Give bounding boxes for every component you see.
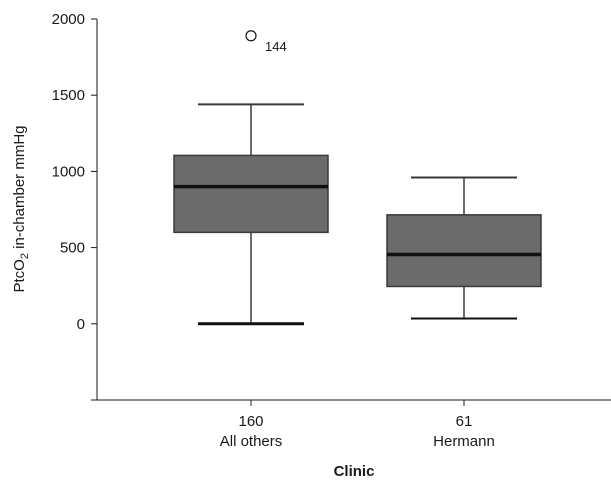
y-tick-label: 0 (77, 316, 85, 333)
y-axis-title-rest: in-chamber mmHg (11, 126, 28, 254)
x-tick-label: All others (220, 433, 283, 450)
y-ticks: 0 500 1000 1500 2000 (52, 11, 97, 401)
x-tick-label: Hermann (433, 433, 495, 450)
boxes: 144 (173, 30, 542, 326)
y-axis-title: PtcO2 in-chamber mmHg (11, 126, 31, 293)
box-iqr (173, 154, 329, 234)
x-tick-count: 160 (238, 413, 263, 430)
y-tick-label: 1000 (52, 163, 85, 180)
y-axis-title-subscript: 2 (19, 253, 31, 259)
y-tick-label: 1500 (52, 87, 85, 104)
x-ticks: 160 All others 61 Hermann (220, 400, 495, 450)
outlier-point (245, 30, 257, 42)
y-axis-title-main: PtcO (11, 259, 28, 292)
axes (96, 19, 611, 401)
x-tick-count: 61 (456, 413, 473, 430)
x-axis-title: Clinic (334, 463, 375, 480)
y-tick-label: 2000 (52, 11, 85, 28)
box-iqr (386, 214, 542, 288)
outlier-label: 144 (265, 39, 287, 54)
y-tick-label: 500 (60, 240, 85, 257)
